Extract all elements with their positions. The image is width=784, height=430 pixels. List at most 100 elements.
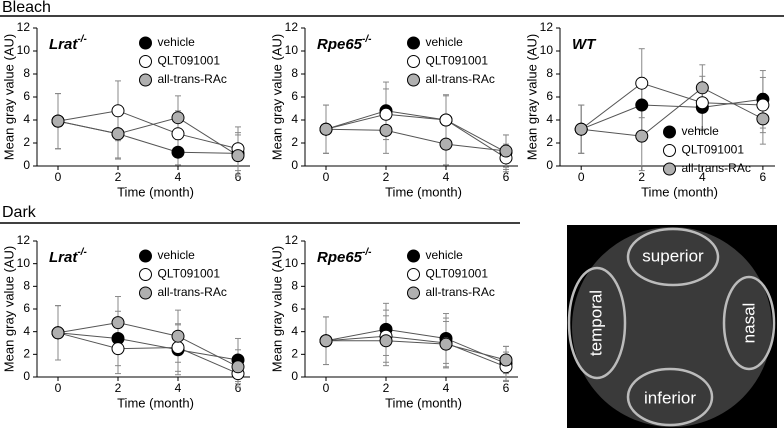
panel-title: Lrat-/-: [49, 34, 87, 53]
legend-marker: [407, 268, 420, 281]
data-point: [231, 149, 245, 163]
x-axis-title: Time (month): [641, 184, 718, 199]
x-tick-label: 6: [760, 170, 767, 184]
data-point: [171, 111, 185, 125]
legend-label: all-trans-RAc: [158, 285, 227, 299]
series-line: [325, 335, 507, 368]
y-tick-label: 12: [17, 233, 31, 247]
legend-marker: [663, 162, 676, 176]
y-tick-label: 0: [23, 369, 30, 383]
legend-label: all-trans-RAc: [426, 285, 495, 299]
title-sup: -/-: [362, 247, 372, 258]
legend-marker: [663, 144, 676, 157]
data-point: [111, 342, 125, 356]
y-tick-label: 6: [291, 301, 298, 315]
x-tick-label: 0: [323, 381, 330, 395]
legend-label: all-trans-RAc: [426, 72, 495, 86]
data-point: [231, 360, 245, 374]
data-point: [635, 129, 649, 143]
x-tick-label: 4: [175, 170, 182, 184]
region-label: inferior: [644, 388, 696, 407]
x-tick-label: 0: [55, 381, 62, 395]
data-point: [319, 122, 333, 136]
y-tick-label: 8: [291, 66, 298, 80]
legend-label: QLT091001: [158, 267, 221, 281]
series-line: [57, 332, 239, 375]
legend-label: QLT091001: [682, 143, 745, 157]
data-point: [379, 123, 393, 137]
y-tick-label: 12: [540, 20, 554, 34]
x-tick-label: 0: [578, 170, 585, 184]
panel-title: Rpe65-/-: [317, 247, 372, 266]
x-axis-title: Time (month): [385, 184, 462, 199]
y-tick-label: 8: [291, 279, 298, 293]
region-label: nasal: [739, 303, 758, 344]
series-line: [57, 332, 239, 361]
y-axis-title: Mean gray value (AU): [1, 246, 16, 372]
data-point: [439, 137, 453, 151]
data-point: [439, 337, 453, 351]
x-tick-label: 2: [383, 170, 390, 184]
y-tick-label: 0: [291, 369, 298, 383]
legend-marker: [407, 73, 420, 87]
legend-marker: [139, 249, 152, 263]
x-tick-label: 4: [443, 381, 450, 395]
data-point: [171, 329, 185, 343]
y-tick-label: 0: [291, 158, 298, 172]
data-point: [635, 98, 649, 112]
data-point: [756, 112, 770, 126]
y-axis-title: Mean gray value (AU): [269, 246, 284, 372]
title-main: Rpe65: [317, 249, 363, 266]
y-tick-label: 6: [546, 89, 553, 103]
legend-label: vehicle: [682, 124, 720, 138]
legend-label: vehicle: [158, 35, 196, 49]
y-tick-label: 8: [23, 66, 30, 80]
y-axis-title: Mean gray value (AU): [269, 34, 284, 160]
y-tick-label: 6: [23, 89, 30, 103]
data-point: [171, 341, 185, 355]
series-line: [57, 117, 239, 157]
x-axis-title: Time (month): [117, 184, 194, 199]
y-tick-label: 4: [291, 324, 298, 338]
x-tick-label: 2: [638, 170, 645, 184]
y-tick-label: 4: [23, 112, 30, 126]
x-axis-title: Time (month): [117, 395, 194, 410]
legend-marker: [139, 286, 152, 300]
data-point: [379, 107, 393, 121]
title-sup: -/-: [77, 34, 87, 45]
data-point: [379, 334, 393, 348]
series-line: [580, 82, 763, 130]
legend-marker: [139, 268, 152, 281]
legend-marker: [139, 36, 152, 50]
section-label: Bleach: [2, 0, 51, 16]
data-point: [111, 316, 125, 330]
y-axis-title: Mean gray value (AU): [1, 34, 16, 160]
legend-label: all-trans-RAc: [158, 72, 227, 86]
chart-panel: 0 2 4 6 8 10 12 0 2 4 6 Time (month) Mean gray value…: [269, 233, 518, 410]
x-tick-label: 6: [503, 381, 510, 395]
y-tick-label: 4: [291, 112, 298, 126]
chart-panel: 0 2 4 6 8 10 12 0 2 4 6 Time (month) Mean gray value…: [1, 233, 250, 410]
legend-marker: [407, 36, 420, 50]
y-tick-label: 8: [23, 279, 30, 293]
region-label: superior: [642, 246, 704, 265]
chart-panel: 0 2 4 6 8 10 12 0 2 4 6 Time (month) Mean gray value…: [1, 20, 250, 199]
legend-label: QLT091001: [158, 54, 221, 68]
data-point: [695, 81, 709, 95]
legend-marker: [139, 73, 152, 87]
y-tick-label: 12: [17, 20, 31, 34]
fundus-image: superior nasal inferior temporal: [567, 225, 777, 428]
y-tick-label: 10: [540, 43, 554, 57]
data-point: [695, 96, 709, 110]
data-point: [635, 76, 649, 90]
region: [567, 266, 627, 380]
x-tick-label: 4: [443, 170, 450, 184]
data-point: [499, 144, 513, 158]
y-tick-label: 2: [546, 135, 553, 149]
region: [722, 275, 776, 371]
region: [626, 227, 720, 287]
y-tick-label: 8: [546, 66, 553, 80]
legend-marker: [407, 55, 420, 68]
retina: [572, 227, 772, 427]
legend-label: vehicle: [158, 248, 196, 262]
